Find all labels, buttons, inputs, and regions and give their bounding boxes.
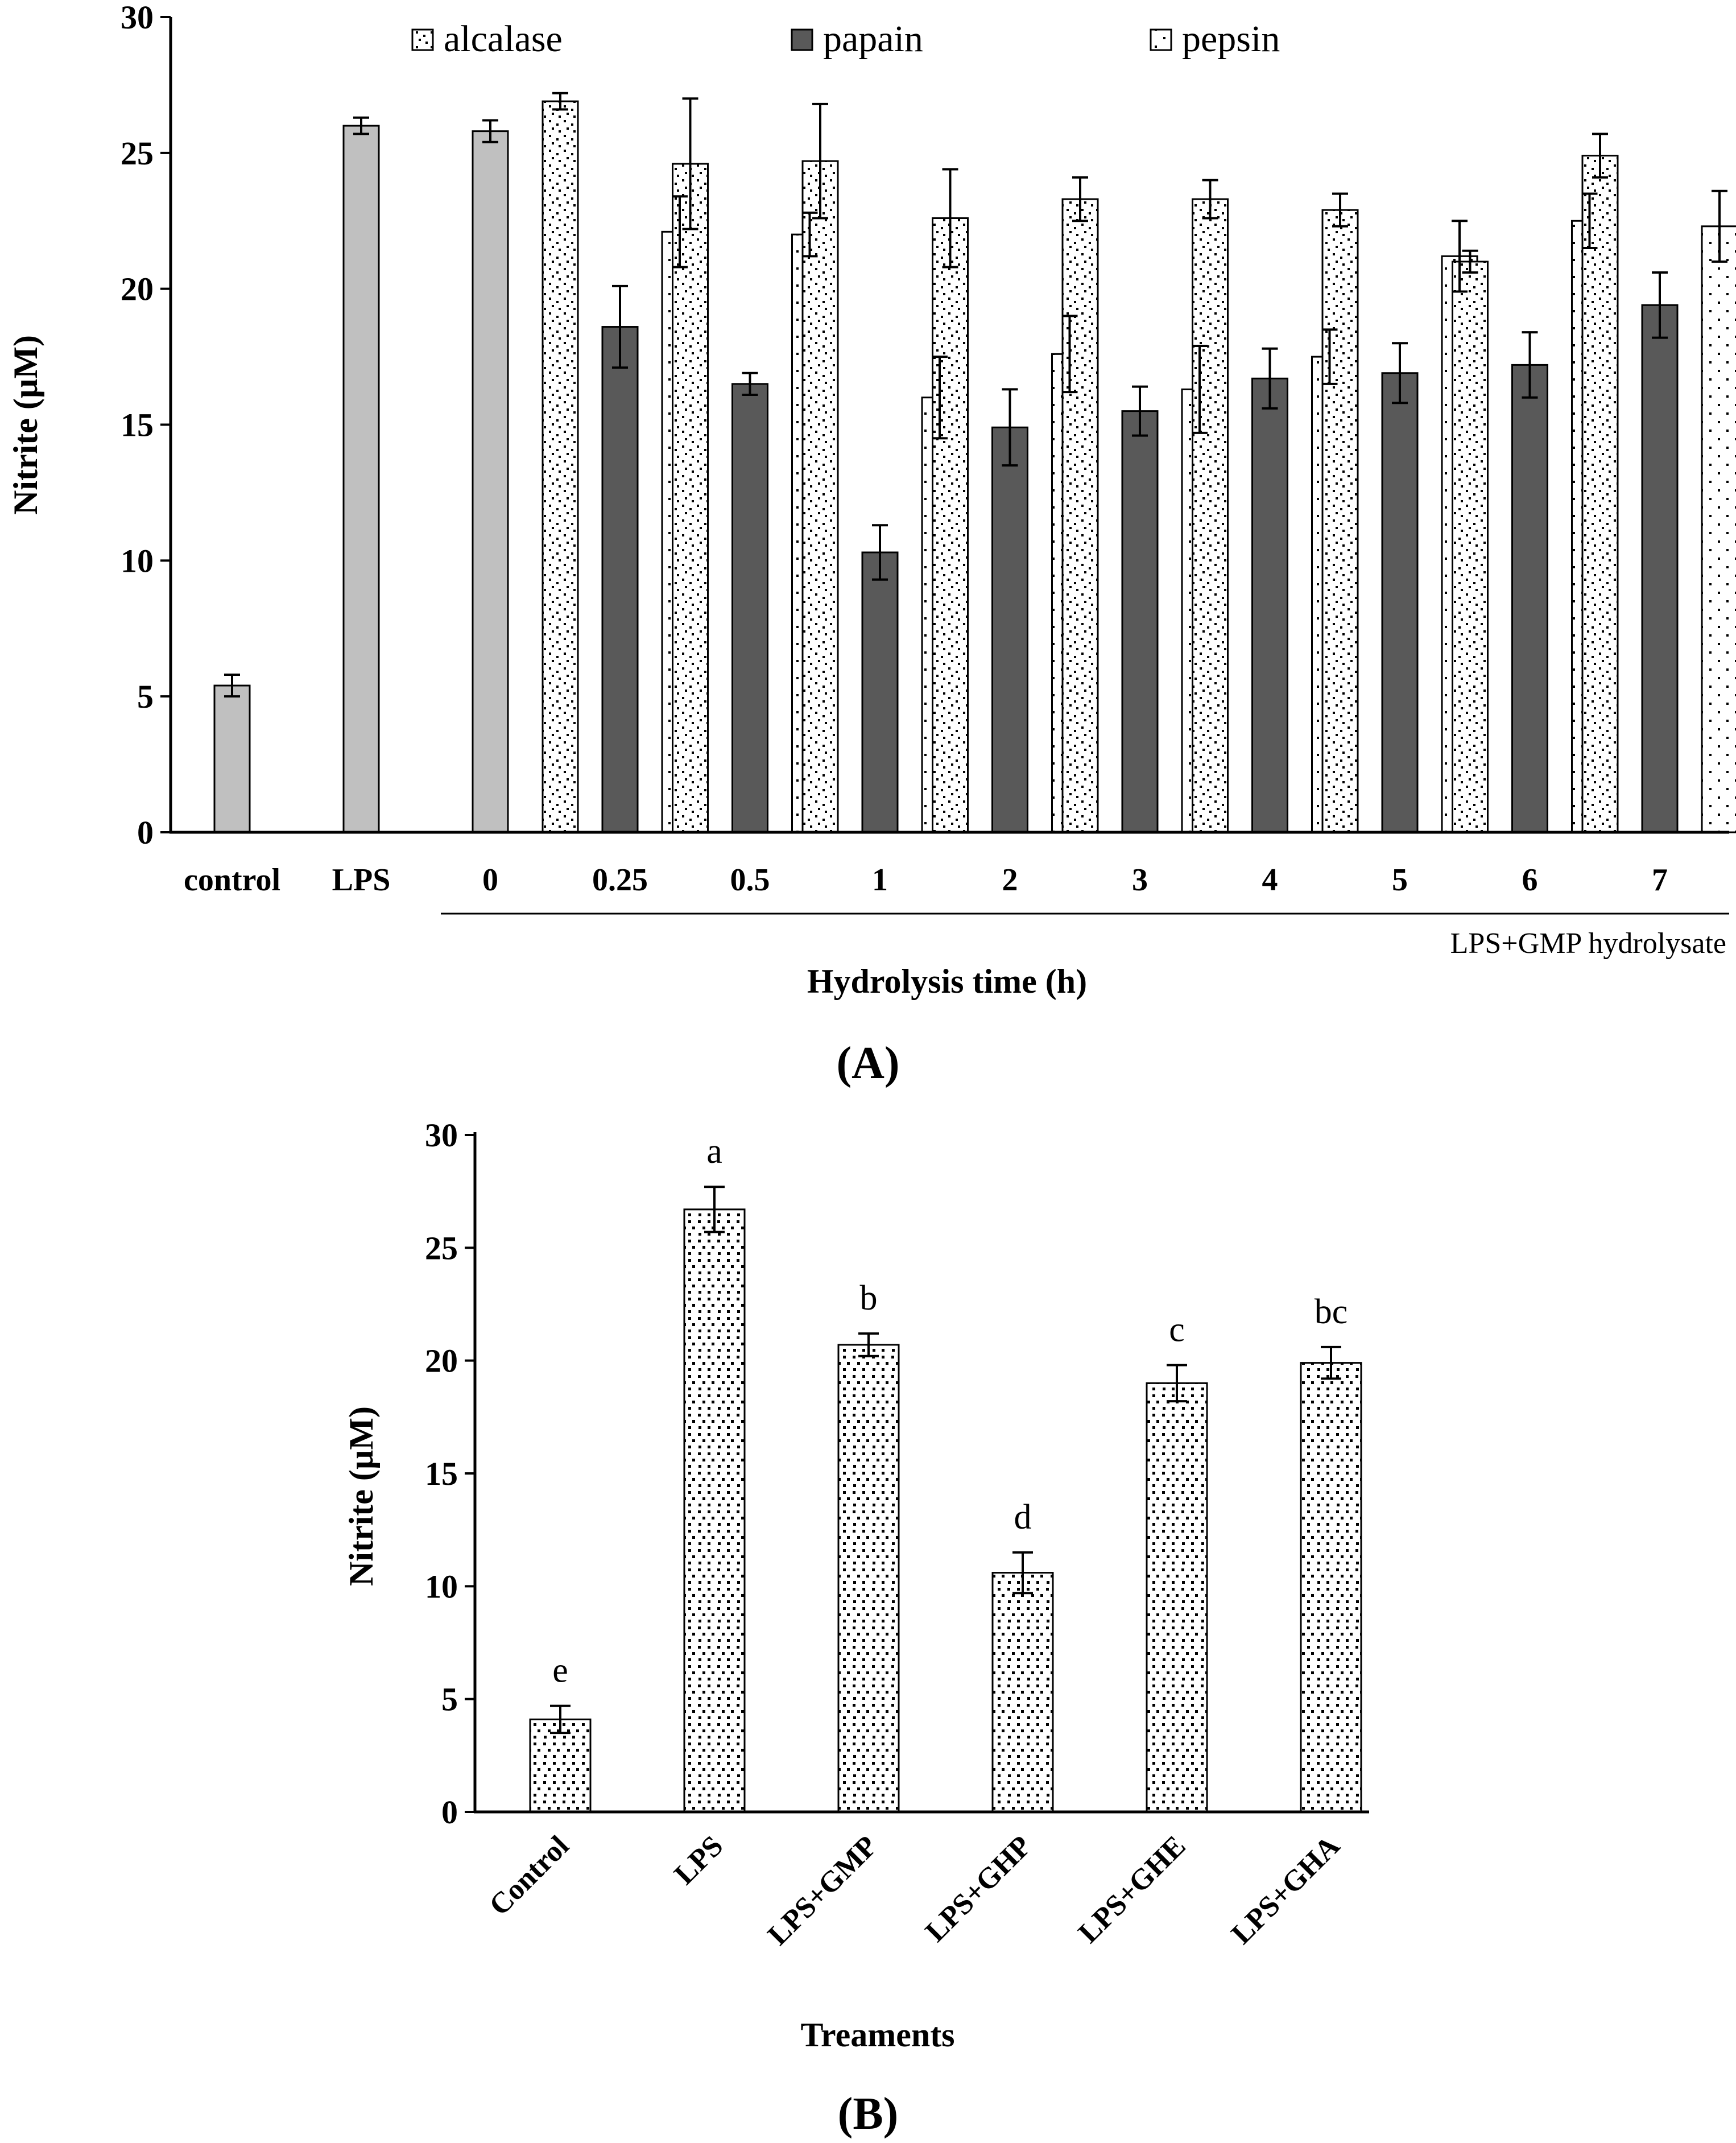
bar-a-papain-1 xyxy=(861,551,899,833)
a-x-tick-labels: control LPS 0 0.25 0.5 1 2 3 4 5 6 7 xyxy=(184,862,1668,898)
b-x-tick-label-lps-gha: LPS+GHA xyxy=(1225,1830,1346,1951)
a-x-tick-label-0: 0 xyxy=(482,862,498,898)
b-y-tick-label: 20 xyxy=(425,1343,458,1380)
significance-letter-lps-ghp: d xyxy=(1014,1498,1032,1537)
bar-a-papain-2 xyxy=(991,426,1028,833)
bar-b-lps-ghe xyxy=(1146,1382,1208,1813)
legend-label-pepsin: pepsin xyxy=(1182,18,1280,60)
bar-a-alcalase-5 xyxy=(1321,209,1359,833)
legend-label-papain: papain xyxy=(823,18,923,60)
a-bars xyxy=(213,100,1736,833)
bar-b-lps-ghp xyxy=(991,1572,1054,1813)
significance-letter-lps-gmp: b xyxy=(860,1279,878,1318)
legend-label-alcalase: alcalase xyxy=(444,18,563,60)
bar-a-lps xyxy=(342,125,380,833)
b-y-tick-label: 30 xyxy=(425,1117,458,1154)
a-y-tick-label: 5 xyxy=(137,678,154,715)
a-x-tick-label-1: 1 xyxy=(872,862,888,898)
bar-a-papain-4 xyxy=(1251,377,1288,833)
significance-letter-lps-gha: bc xyxy=(1315,1293,1348,1331)
a-x-tick-label-7: 7 xyxy=(1652,862,1668,898)
b-error-bars xyxy=(550,1186,1341,1735)
b-x-axis-label: Treaments xyxy=(800,2016,954,2054)
a-legend: alcalase papain pepsin xyxy=(411,18,1280,60)
bar-a-alcalase-7 xyxy=(1581,155,1619,833)
a-y-tick-label: 10 xyxy=(121,542,154,579)
b-y-tick-label: 25 xyxy=(425,1229,458,1266)
panel-b-letter: B xyxy=(853,2089,883,2139)
bar-b-lps-gmp xyxy=(837,1344,900,1813)
bar-a-papain-3 xyxy=(1121,410,1159,833)
a-x-tick-label-0-25: 0.25 xyxy=(592,862,648,898)
panel-label-a: (A) xyxy=(836,1038,899,1088)
bar-a-0 xyxy=(472,130,509,833)
significance-letter-lps: a xyxy=(706,1132,722,1171)
a-y-tick-label: 0 xyxy=(137,814,154,851)
bar-b-lps-gha xyxy=(1300,1362,1362,1813)
b-y-tick-label: 5 xyxy=(441,1681,458,1718)
bar-a-alcalase-6 xyxy=(1452,261,1489,833)
b-x-tick-label-lps: LPS xyxy=(668,1830,730,1891)
panel-b: 0 5 10 15 20 25 30 e a b d c bc Control LPS LPS+GMP LP… xyxy=(342,1117,1369,2139)
bar-a-papain-7 xyxy=(1641,304,1679,833)
a-x-tick-label-5: 5 xyxy=(1392,862,1408,898)
bar-a-control xyxy=(213,684,251,833)
b-x-tick-label-control: Control xyxy=(483,1830,575,1922)
panel-label-b: (B) xyxy=(838,2089,899,2139)
bar-a-pepsin-7 xyxy=(1701,225,1736,833)
bar-a-alcalase-2 xyxy=(932,217,969,833)
a-y-tick-label: 30 xyxy=(121,0,154,36)
b-y-axis-label: Nitrite (µM) xyxy=(342,1406,380,1586)
legend-swatch-papain xyxy=(791,28,813,51)
bar-a-papain-0-25 xyxy=(601,326,639,833)
a-x-axis-label: Hydrolysis time (h) xyxy=(807,963,1087,1000)
a-x-tick-label-lps: LPS xyxy=(332,862,391,898)
a-x-tick-label-3: 3 xyxy=(1132,862,1148,898)
bar-a-papain-6 xyxy=(1511,364,1548,833)
bar-a-alcalase-4 xyxy=(1192,198,1229,833)
b-y-ticks: 0 5 10 15 20 25 30 xyxy=(425,1117,475,1831)
a-y-axis-label: Nitrite (µM) xyxy=(7,335,44,515)
a-y-tick-label: 20 xyxy=(121,271,154,308)
a-y-tick-label: 15 xyxy=(121,407,154,444)
a-x-tick-label-4: 4 xyxy=(1262,862,1278,898)
bar-a-alcalase-0-25 xyxy=(542,100,579,833)
bar-b-lps xyxy=(683,1208,746,1813)
bar-a-alcalase-0-5 xyxy=(672,163,709,833)
significance-letter-control: e xyxy=(552,1651,568,1690)
a-y-ticks: 0 5 10 15 20 25 30 xyxy=(121,0,171,851)
a-group-note: LPS+GMP hydrolysate xyxy=(1450,927,1726,960)
bar-a-papain-0-5 xyxy=(731,383,768,833)
bar-a-alcalase-3 xyxy=(1061,198,1099,833)
b-y-tick-label: 10 xyxy=(425,1568,458,1605)
a-x-tick-label-control: control xyxy=(184,862,280,898)
legend-swatch-pepsin xyxy=(1150,28,1172,51)
a-x-tick-label-0-5: 0.5 xyxy=(730,862,770,898)
bar-a-alcalase-1 xyxy=(801,160,839,833)
a-x-tick-label-6: 6 xyxy=(1522,862,1538,898)
b-x-tick-label-lps-ghe: LPS+GHE xyxy=(1072,1830,1192,1949)
a-y-tick-label: 25 xyxy=(121,135,154,172)
a-x-tick-label-2: 2 xyxy=(1002,862,1018,898)
a-error-bars xyxy=(224,92,1727,698)
b-y-tick-label: 0 xyxy=(441,1794,458,1831)
panel-a-letter: A xyxy=(852,1038,884,1088)
panel-a: 0 5 10 15 20 25 30 control LPS 0 0.25 0.5 1 2 3 4 5 6 7 L… xyxy=(7,0,1736,1088)
legend-swatch-alcalase xyxy=(411,28,434,51)
b-bars xyxy=(529,1208,1362,1813)
b-significance-letters: e a b d c bc xyxy=(552,1132,1348,1690)
significance-letter-lps-ghe: c xyxy=(1169,1311,1185,1349)
b-x-tick-label-lps-gmp: LPS+GMP xyxy=(762,1830,883,1951)
b-y-tick-label: 15 xyxy=(425,1455,458,1492)
b-x-tick-labels: Control LPS LPS+GMP LPS+GHP LPS+GHE LPS+GHA xyxy=(483,1830,1346,1952)
b-x-tick-label-lps-ghp: LPS+GHP xyxy=(919,1830,1038,1948)
bar-a-papain-5 xyxy=(1381,372,1419,833)
